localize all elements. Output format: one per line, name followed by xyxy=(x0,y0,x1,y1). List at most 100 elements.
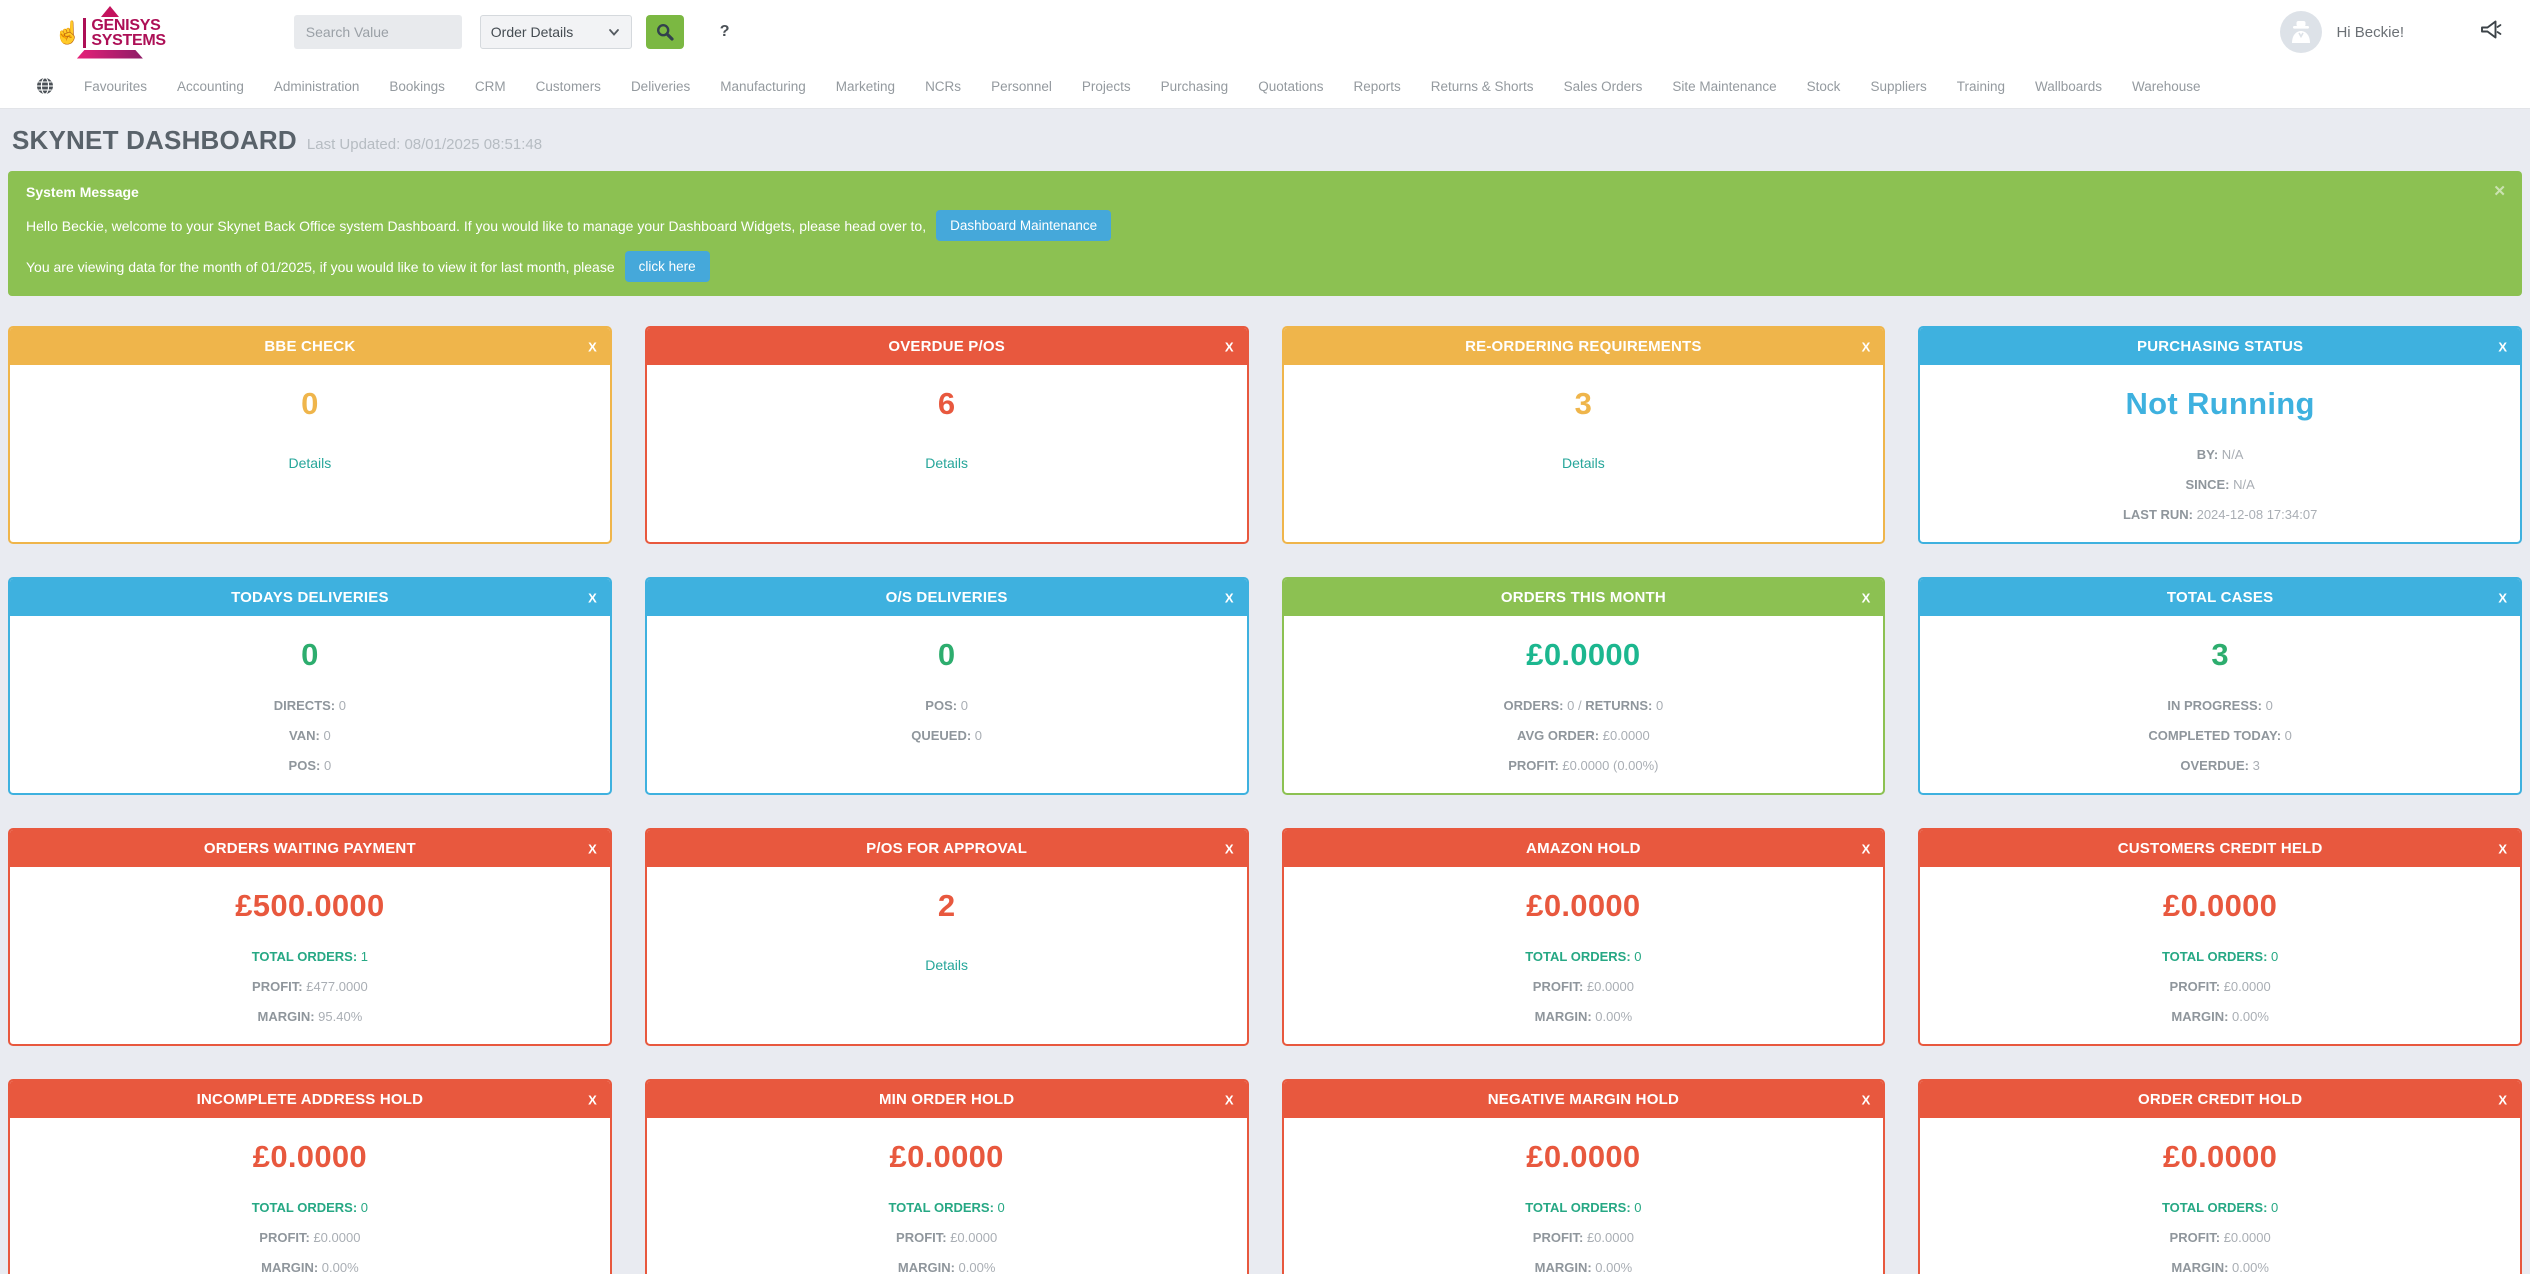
stat-label: TOTAL ORDERS: xyxy=(2161,949,2268,964)
banner-line1: Hello Beckie, welcome to your Skynet Bac… xyxy=(26,217,927,234)
dashboard-maintenance-button[interactable]: Dashboard Maintenance xyxy=(936,210,1112,241)
widget-close-button[interactable]: X xyxy=(1224,339,1234,354)
widget-close-button[interactable]: X xyxy=(588,1092,597,1107)
widget-details-link[interactable]: Details xyxy=(1561,455,1605,471)
widget-body: £0.0000 TOTAL ORDERS: 0 PROFIT: £0.0000 MA… xyxy=(10,1118,610,1274)
widget-value: 0 xyxy=(301,386,319,421)
megaphone-icon[interactable] xyxy=(2478,19,2502,46)
widget-header: BBE CHECK X xyxy=(10,328,610,365)
nav-item-purchasing[interactable]: Purchasing xyxy=(1160,78,1229,94)
click-here-button[interactable]: click here xyxy=(624,251,710,282)
nav-item-deliveries[interactable]: Deliveries xyxy=(630,78,691,94)
widget-body: £500.0000 TOTAL ORDERS: 1 PROFIT: £477.00… xyxy=(10,867,610,1039)
widget-min-order-hold: MIN ORDER HOLD X £0.0000 TOTAL ORDERS: 0… xyxy=(644,1079,1249,1274)
nav-item-sales-orders[interactable]: Sales Orders xyxy=(1563,78,1643,94)
widget-close-button[interactable]: X xyxy=(2498,1092,2507,1107)
help-icon[interactable]: ? xyxy=(719,23,730,40)
nav-item-reports[interactable]: Reports xyxy=(1353,78,1401,94)
stat-label: IN PROGRESS: xyxy=(2167,698,2263,713)
widget-close-button[interactable]: X xyxy=(1861,590,1871,605)
widget-close-button[interactable]: X xyxy=(1861,1092,1871,1107)
widget-close-button[interactable]: X xyxy=(1224,1092,1234,1107)
nav-item-warehouse[interactable]: Warehouse xyxy=(2132,78,2201,94)
genisys-logo[interactable]: ☝ GENISYS SYSTEMS xyxy=(54,5,166,59)
widget-stat-line: TOTAL ORDERS: 0 xyxy=(647,1200,1247,1230)
widget-body: 3 IN PROGRESS: 0 COMPLETED TODAY: 0 OVERDU… xyxy=(1920,616,2520,788)
stat-label: DIRECTS: xyxy=(273,698,336,713)
widget-close-button[interactable]: X xyxy=(1861,339,1871,354)
nav-items: Favourites Accounting Administration Bookin… xyxy=(84,79,2201,94)
system-message-banner: System Message Hello Beckie, welcome to … xyxy=(8,171,2522,296)
widget-stat-line: PROFIT: £0.0000 xyxy=(647,1230,1247,1260)
banner-title: System Message xyxy=(26,184,139,200)
widget-close-button[interactable]: X xyxy=(1224,841,1234,856)
widget-details-link[interactable]: Details xyxy=(288,455,332,471)
widget-header: O/S DELIVERIES X xyxy=(646,579,1247,616)
nav-item-favourites[interactable]: Favourites xyxy=(84,78,148,94)
widget-title: ORDERS THIS MONTH xyxy=(1500,589,1666,606)
widget-stat-line: PROFIT: £0.0000 xyxy=(1920,1230,2520,1260)
widget-title: CUSTOMERS CREDIT HELD xyxy=(2117,840,2323,857)
nav-item-training[interactable]: Training xyxy=(1956,78,2005,94)
stat-label: TOTAL ORDERS: xyxy=(1525,949,1631,964)
nav-item-accounting[interactable]: Accounting xyxy=(177,78,244,94)
nav-item-quotations[interactable]: Quotations xyxy=(1258,78,1324,94)
widget-stat-line: MARGIN: 0.00% xyxy=(647,1260,1247,1274)
widget-header: NEGATIVE MARGIN HOLD X xyxy=(1283,1081,1884,1118)
widget-close-button[interactable]: X xyxy=(2498,841,2507,856)
stat-label: COMPLETED TODAY: xyxy=(2148,728,2282,743)
search-input[interactable] xyxy=(293,15,462,49)
stat-value: £0.0000 xyxy=(2220,979,2271,994)
nav-item-manufacturing[interactable]: Manufacturing xyxy=(720,78,806,94)
stat-value: 0 xyxy=(2262,698,2273,713)
nav-item-customers[interactable]: Customers xyxy=(535,78,601,94)
nav-item-bookings[interactable]: Bookings xyxy=(389,78,445,94)
nav-item-returns-shorts[interactable]: Returns & Shorts xyxy=(1430,78,1534,94)
stat-label: ORDERS: xyxy=(1503,698,1564,713)
avatar[interactable] xyxy=(2280,11,2323,53)
widget-details-link[interactable]: Details xyxy=(925,455,969,471)
nav-item-crm[interactable]: CRM xyxy=(474,78,506,94)
nav-item-administration[interactable]: Administration xyxy=(273,78,360,94)
banner-line2: You are viewing data for the month of 01… xyxy=(26,258,615,275)
widget-close-button[interactable]: X xyxy=(588,590,597,605)
widget-total-cases: TOTAL CASES X 3 IN PROGRESS: 0 COMPLETED … xyxy=(1918,577,2522,795)
widget-close-button[interactable]: X xyxy=(2498,339,2507,354)
nav-item-wallboards[interactable]: Wallboards xyxy=(2035,78,2103,94)
widget-body: 0 DIRECTS: 0 VAN: 0 POS: 0 xyxy=(10,616,610,788)
widget-body: £0.0000 ORDERS: 0 / RETURNS: 0 AVG ORDER:… xyxy=(1284,616,1884,788)
search-icon xyxy=(656,23,674,41)
widget-close-button[interactable]: X xyxy=(588,841,597,856)
stat-label: PROFIT: xyxy=(1532,1230,1584,1245)
widget-close-button[interactable]: X xyxy=(1861,841,1871,856)
widget-stat-line: MARGIN: 0.00% xyxy=(1920,1260,2520,1274)
nav-item-suppliers[interactable]: Suppliers xyxy=(1870,78,1927,94)
widget-close-button[interactable]: X xyxy=(588,339,597,354)
stat-label: QUEUED: xyxy=(911,728,972,743)
widget-close-button[interactable]: X xyxy=(2498,590,2507,605)
widget-body: 0 POS: 0 QUEUED: 0 xyxy=(647,616,1247,758)
widget-stat-line: POS: 0 xyxy=(647,698,1247,728)
banner-close-icon[interactable]: ✕ xyxy=(2493,183,2506,200)
nav-item-marketing[interactable]: Marketing xyxy=(835,78,896,94)
nav-item-stock[interactable]: Stock xyxy=(1806,78,1841,94)
widget-close-button[interactable]: X xyxy=(1224,590,1234,605)
nav-item-projects[interactable]: Projects xyxy=(1081,78,1131,94)
nav-item-ncrs[interactable]: NCRs xyxy=(925,78,962,94)
widget-value: 6 xyxy=(937,386,956,421)
stat-value: 0 xyxy=(319,728,331,743)
widget-stat-line: COMPLETED TODAY: 0 xyxy=(1920,728,2520,758)
nav-item-site-maintenance[interactable]: Site Maintenance xyxy=(1672,78,1777,94)
widget-details-link[interactable]: Details xyxy=(925,957,969,973)
search-category-select[interactable]: Order Details xyxy=(479,15,632,49)
nav-item-personnel[interactable]: Personnel xyxy=(991,78,1052,94)
widget-value: £500.0000 xyxy=(235,888,385,923)
stat-value: N/A xyxy=(2218,447,2244,462)
search-button[interactable] xyxy=(645,15,684,49)
stat-label: PROFIT: xyxy=(1532,979,1584,994)
stat-value: £0.0000 xyxy=(1583,979,1634,994)
widget-body: 3 Details xyxy=(1284,365,1884,473)
home-icon[interactable] xyxy=(36,77,54,95)
stat-label: MARGIN: xyxy=(1534,1260,1592,1274)
widget-body: £0.0000 TOTAL ORDERS: 0 PROFIT: £0.0000 MA… xyxy=(1284,867,1884,1039)
